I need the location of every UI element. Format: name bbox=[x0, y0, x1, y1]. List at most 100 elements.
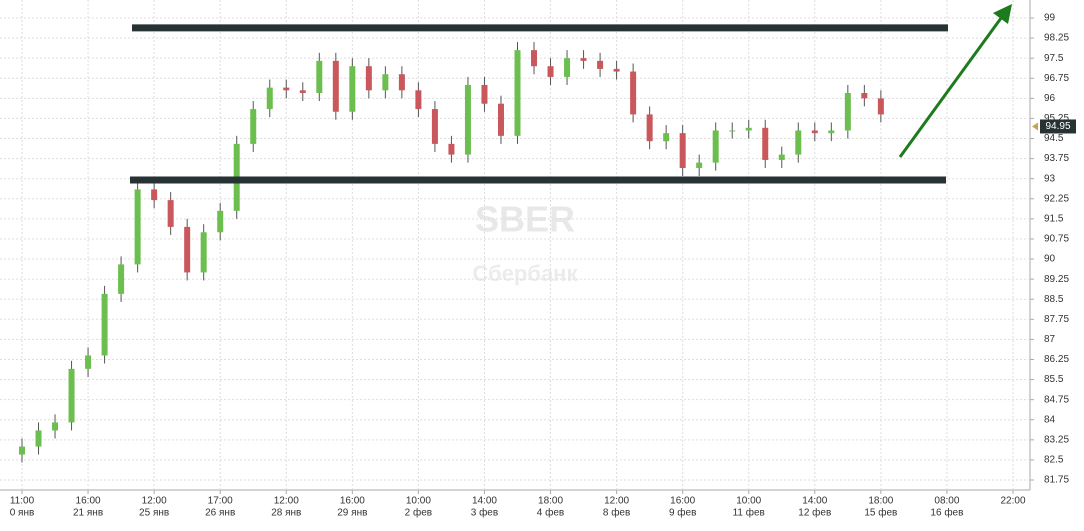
y-tick-label: 93.75 bbox=[1044, 153, 1069, 164]
candle-body bbox=[745, 127, 752, 131]
candle-body bbox=[118, 264, 125, 294]
candle-body bbox=[415, 90, 422, 110]
candle-body bbox=[431, 109, 438, 144]
x-tick-label: 16:00 bbox=[340, 496, 365, 507]
candle-body bbox=[299, 90, 306, 93]
y-tick-label: 87.75 bbox=[1044, 314, 1069, 325]
candle-body bbox=[19, 446, 25, 455]
arrow-shaft bbox=[898, 13, 1006, 158]
candle-body bbox=[811, 130, 818, 134]
x-tick-label: 16:00 bbox=[670, 496, 695, 507]
candle-body bbox=[646, 114, 653, 142]
candle-body bbox=[679, 133, 686, 168]
x-tick-label: 18:00 bbox=[538, 496, 563, 507]
y-tick-label: 84 bbox=[1044, 414, 1056, 425]
x-tick-label: 18:00 bbox=[868, 496, 893, 507]
x-tick-label: 16:00 bbox=[76, 496, 101, 507]
y-tick-label: 97.5 bbox=[1044, 53, 1064, 64]
x-date-label: 21 янв bbox=[73, 508, 103, 519]
x-date-label: 11 фев bbox=[733, 507, 765, 519]
candle-body bbox=[184, 226, 191, 273]
candle-body bbox=[580, 58, 587, 61]
y-tick-label: 88.5 bbox=[1044, 294, 1064, 305]
x-date-label: 2 фев bbox=[405, 507, 432, 519]
candle-body bbox=[762, 127, 769, 160]
x-date-label: 15 фев bbox=[864, 507, 897, 519]
y-tick-label: 85.5 bbox=[1044, 374, 1064, 385]
x-date-label: 26 янв bbox=[205, 508, 235, 519]
x-date-label: 4 фев bbox=[537, 507, 564, 519]
candle-body bbox=[464, 84, 471, 155]
candle-body bbox=[696, 162, 703, 168]
candle-body bbox=[68, 368, 75, 423]
x-tick-label: 12:00 bbox=[274, 496, 299, 507]
x-tick-label: 14:00 bbox=[802, 496, 827, 507]
candle-body bbox=[134, 189, 141, 265]
plot: 81.75 82.5 83.25 84 84.75 85.5 86.25 87 87.75 88.… bbox=[0, 0, 1076, 519]
y-tick-label: 84.75 bbox=[1044, 394, 1069, 405]
y-tick-label: 87 bbox=[1044, 334, 1056, 345]
candle-body bbox=[398, 74, 405, 91]
candle-body bbox=[630, 71, 637, 115]
price-pointer bbox=[1032, 122, 1038, 131]
candle-body bbox=[101, 293, 108, 356]
y-tick-label: 82.5 bbox=[1044, 455, 1064, 466]
y-tick-label: 91.5 bbox=[1044, 214, 1064, 225]
x-tick-label: 10:00 bbox=[736, 496, 761, 507]
y-tick-label: 99 bbox=[1044, 13, 1056, 24]
candle-body bbox=[497, 103, 504, 136]
candle-body bbox=[844, 92, 851, 131]
x-date-label: 16 фев bbox=[930, 507, 963, 519]
arrow-head bbox=[993, 4, 1012, 24]
price-tag-label: 94.95 bbox=[1045, 121, 1070, 132]
candle-body bbox=[861, 92, 868, 99]
candle-body bbox=[531, 50, 538, 67]
price-tag bbox=[1040, 119, 1076, 134]
candle-body bbox=[167, 200, 174, 227]
candle-body bbox=[712, 130, 719, 163]
watermark-subtitle: Сбербанк bbox=[473, 261, 579, 286]
x-date-label: 0 янв bbox=[10, 508, 35, 519]
x-tick-label: 10:00 bbox=[406, 496, 431, 507]
candle-body bbox=[448, 143, 455, 155]
candle-body bbox=[382, 74, 389, 91]
y-tick-label: 90 bbox=[1044, 254, 1056, 265]
y-tick-label: 86.25 bbox=[1044, 354, 1069, 365]
candle-body bbox=[514, 50, 521, 136]
x-date-label: 3 фев bbox=[471, 507, 498, 519]
candle-body bbox=[613, 68, 620, 72]
candle-body bbox=[332, 60, 339, 112]
x-tick-label: 12:00 bbox=[604, 496, 629, 507]
candle-body bbox=[250, 109, 257, 144]
candle-body bbox=[266, 87, 273, 110]
candle-body bbox=[283, 87, 290, 91]
x-tick-label: 12:00 bbox=[142, 496, 167, 507]
candle-body bbox=[365, 66, 372, 91]
candle-body bbox=[663, 133, 670, 142]
candle-body bbox=[828, 130, 835, 134]
x-tick-label: 17:00 bbox=[208, 496, 233, 507]
y-tick-label: 95.25 bbox=[1044, 113, 1069, 124]
x-date-label: 25 янв bbox=[139, 508, 169, 519]
x-date-label: 9 фев bbox=[669, 507, 696, 519]
x-date-label: 28 янв bbox=[271, 508, 301, 519]
y-tick-label: 90.75 bbox=[1044, 234, 1069, 245]
candle-body bbox=[35, 430, 42, 447]
y-tick-label: 81.75 bbox=[1044, 475, 1069, 486]
x-date-label: 29 янв bbox=[337, 508, 367, 519]
candle-body bbox=[151, 189, 158, 201]
candle-body bbox=[729, 130, 736, 132]
candle-body bbox=[597, 60, 604, 69]
y-tick-label: 96.75 bbox=[1044, 73, 1069, 84]
x-date-label: 12 фев bbox=[798, 507, 831, 519]
candle-body bbox=[795, 130, 802, 155]
y-tick-label: 92.25 bbox=[1044, 193, 1069, 204]
x-tick-label: 11:00 bbox=[10, 496, 35, 507]
y-tick-label: 83.25 bbox=[1044, 434, 1069, 445]
candle-body bbox=[217, 210, 224, 233]
candle-body bbox=[778, 154, 785, 160]
y-tick-label: 98.25 bbox=[1044, 33, 1069, 44]
x-date-label: 8 фев bbox=[603, 507, 630, 519]
candle-body bbox=[877, 98, 884, 115]
